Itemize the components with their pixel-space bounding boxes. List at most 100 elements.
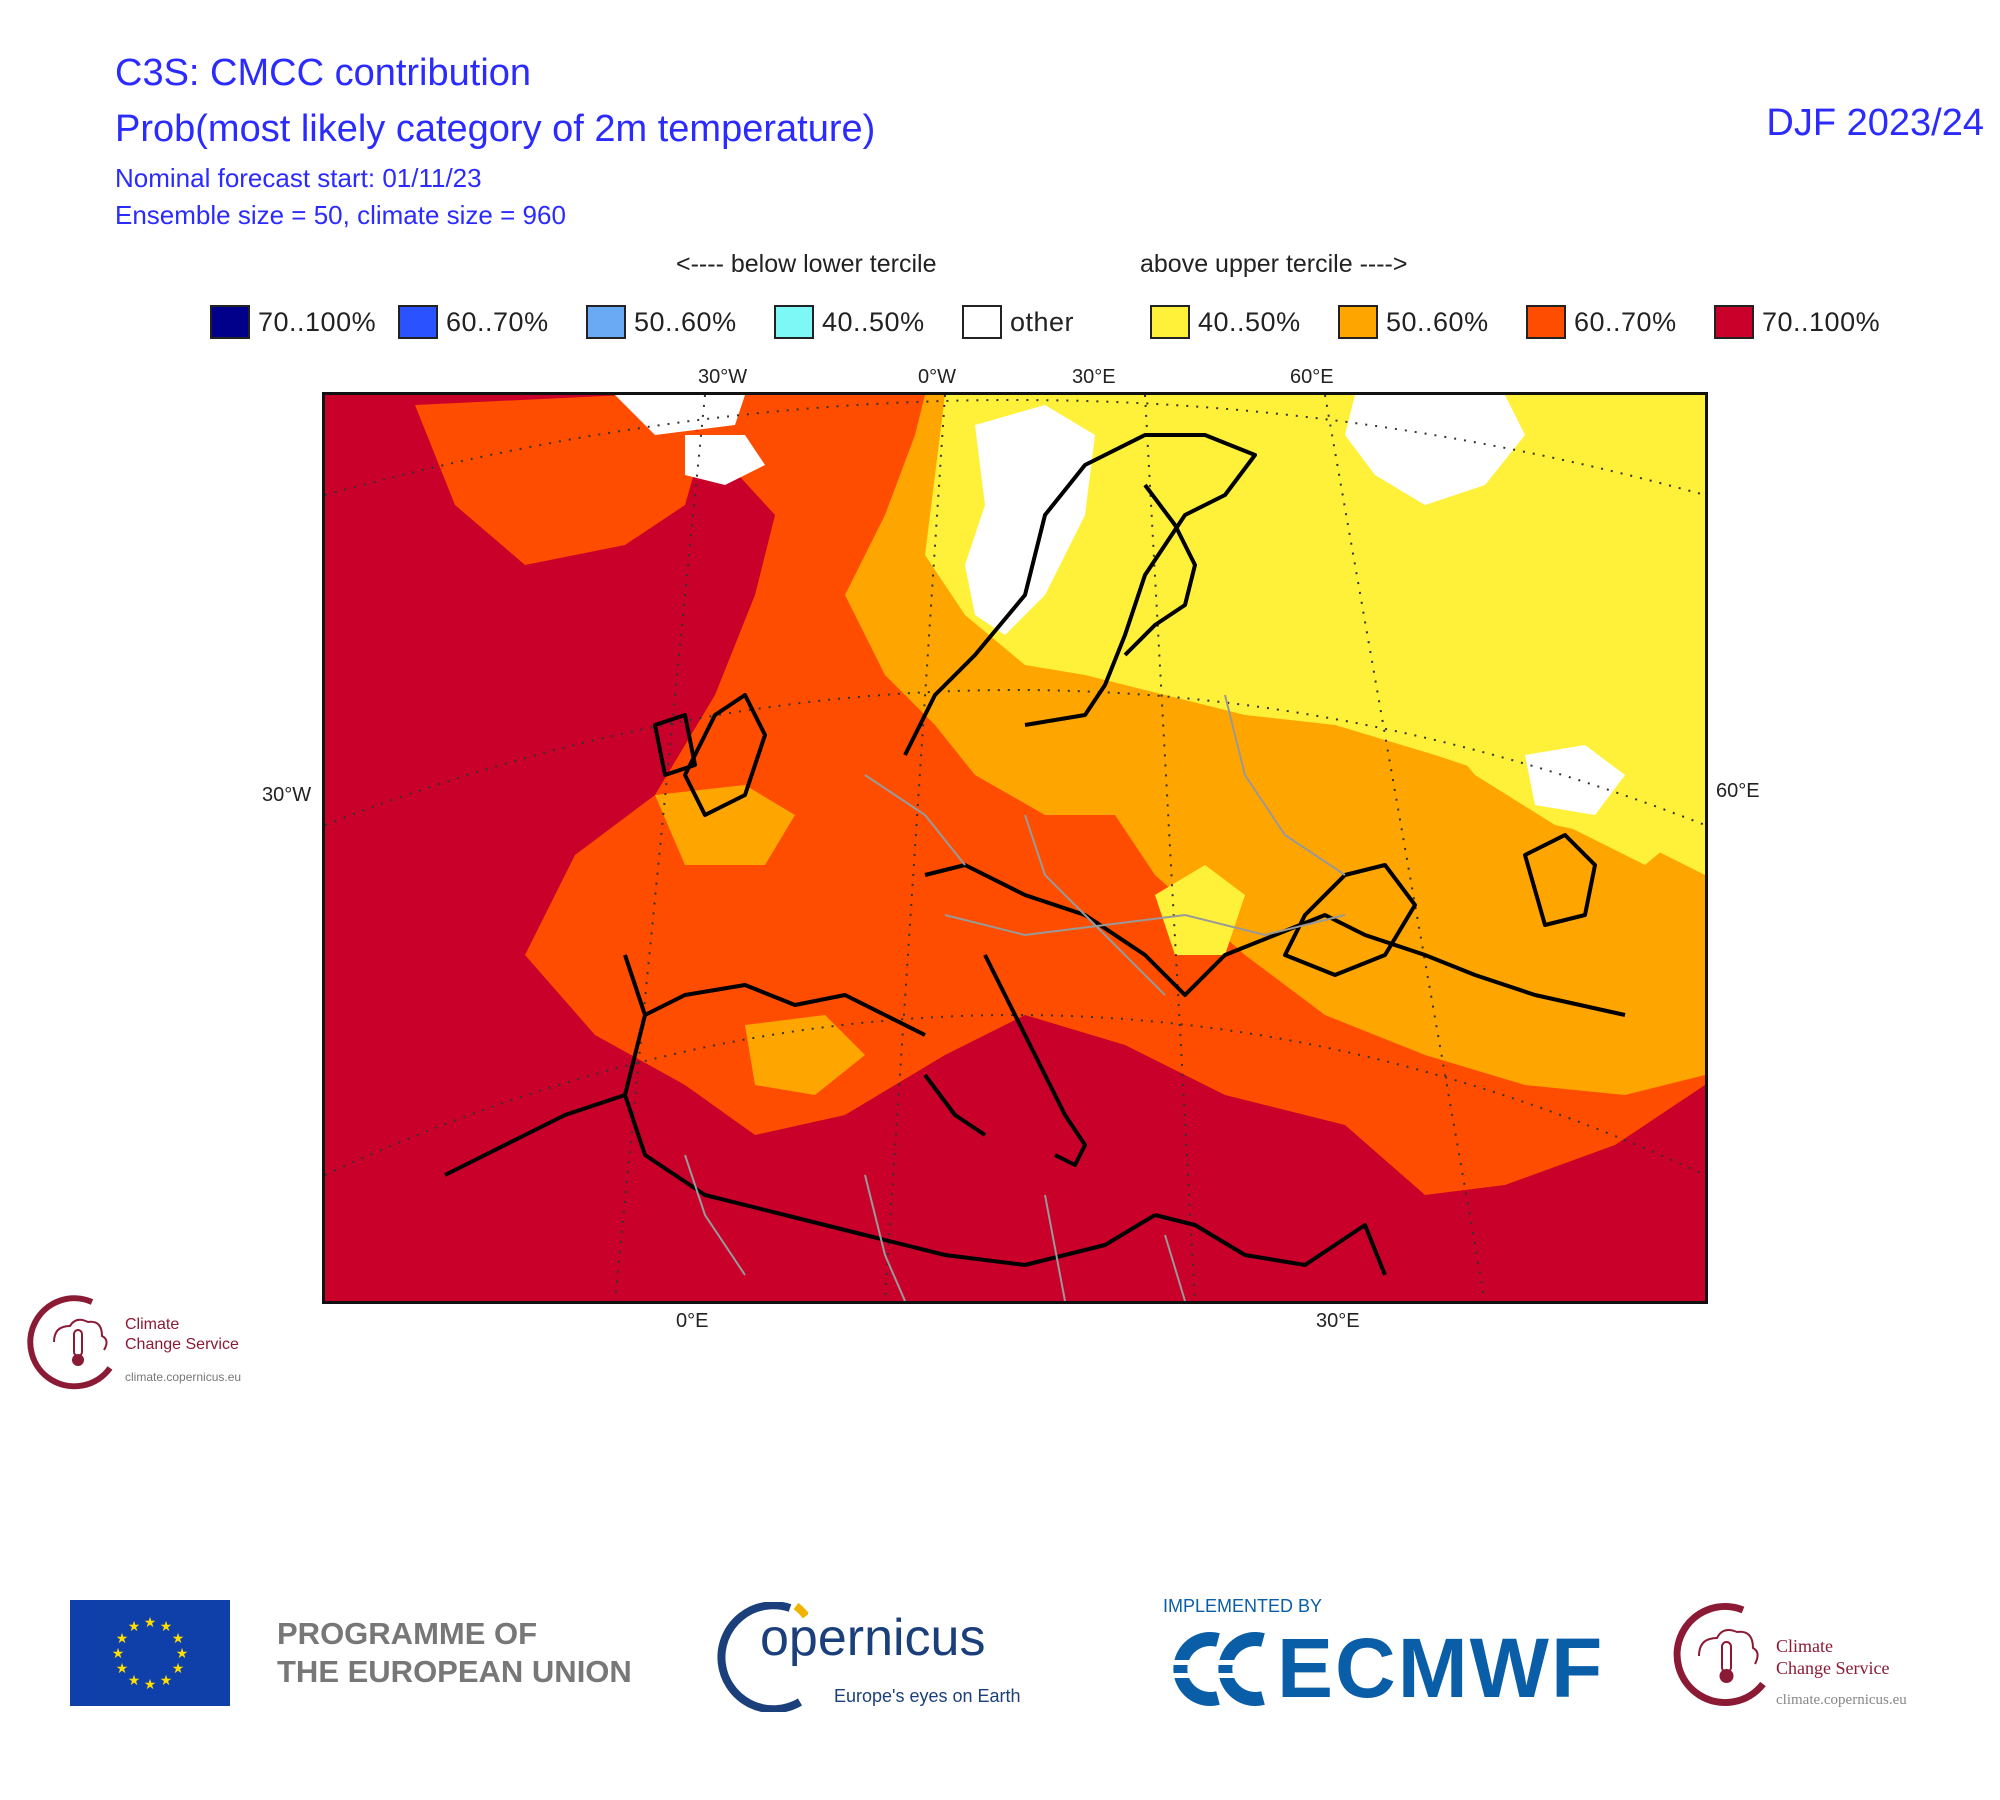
svg-text:★: ★ bbox=[112, 1645, 125, 1661]
coastline bbox=[623, 954, 1157, 1267]
copernicus-tagline: Europe's eyes on Earth bbox=[834, 1686, 1021, 1706]
axis-label-top: 30°W bbox=[698, 366, 748, 388]
border-line bbox=[1224, 694, 1346, 876]
coastline bbox=[644, 983, 926, 1037]
legend-label: 60..70% bbox=[446, 307, 549, 337]
probability-map bbox=[322, 392, 1708, 1304]
chart-title: C3S: CMCC contribution bbox=[115, 52, 532, 94]
region-yellow bbox=[1155, 865, 1245, 955]
copernicus-wordmark: opernicus bbox=[760, 1609, 986, 1667]
region-white bbox=[1345, 395, 1525, 505]
region-orange bbox=[655, 785, 795, 865]
legend-swatch bbox=[962, 305, 1002, 339]
legend-swatch bbox=[1714, 305, 1754, 339]
chart-subtitle: Prob(most likely category of 2m temperat… bbox=[115, 108, 876, 150]
above-tercile-label: above upper tercile ----> bbox=[1140, 250, 1408, 278]
graticule-line bbox=[1144, 395, 1196, 1301]
region-white bbox=[615, 395, 745, 435]
below-tercile-label: <---- below lower tercile bbox=[676, 250, 937, 278]
border-line bbox=[864, 774, 966, 866]
c3s-small-url: climate.copernicus.eu bbox=[125, 1370, 242, 1384]
axis-label-bottom: 0°E bbox=[676, 1310, 709, 1332]
legend-swatch bbox=[210, 305, 250, 339]
region-red-orange bbox=[415, 395, 705, 565]
coastline bbox=[983, 954, 1087, 1167]
c3s-logo-small: Climate Change Service climate.copernicu… bbox=[22, 1290, 292, 1390]
border-line bbox=[864, 1174, 906, 1301]
legend-label: 70..100% bbox=[258, 307, 377, 337]
legend-label: 50..60% bbox=[1386, 307, 1489, 337]
season-label: DJF 2023/24 bbox=[1766, 102, 1984, 144]
c3s-small-line1: Climate bbox=[125, 1316, 180, 1333]
svg-text:★: ★ bbox=[116, 1630, 129, 1646]
c3s-large-url: climate.copernicus.eu bbox=[1776, 1692, 1907, 1708]
coastline bbox=[1123, 483, 1197, 657]
axis-label-top: 60°E bbox=[1290, 366, 1334, 388]
legend-swatch bbox=[398, 305, 438, 339]
region-white bbox=[685, 435, 765, 485]
svg-text:★: ★ bbox=[172, 1630, 185, 1646]
svg-text:★: ★ bbox=[176, 1645, 189, 1661]
legend-label: 40..50% bbox=[822, 307, 925, 337]
border-line bbox=[1044, 1194, 1066, 1301]
coastline bbox=[1283, 863, 1417, 977]
border-line bbox=[944, 913, 1346, 937]
legend-swatch bbox=[1526, 305, 1566, 339]
thermometer-cloud-icon bbox=[27, 1295, 113, 1390]
axis-label-left: 30°W bbox=[262, 784, 312, 806]
legend-swatch bbox=[1338, 305, 1378, 339]
axis-label-bottom: 30°E bbox=[1316, 1310, 1360, 1332]
axis-label-top: 30°E bbox=[1072, 366, 1116, 388]
region-white bbox=[1525, 745, 1625, 815]
graticule-line bbox=[614, 395, 706, 1301]
coastline bbox=[1523, 833, 1597, 927]
svg-text:★: ★ bbox=[128, 1618, 141, 1634]
border-line bbox=[1164, 1234, 1186, 1301]
border-line bbox=[1024, 814, 1166, 996]
coastline bbox=[924, 863, 1626, 1017]
graticule-line bbox=[884, 395, 946, 1301]
c3s-large-line1: Climate bbox=[1776, 1636, 1833, 1656]
legend-swatch bbox=[586, 305, 626, 339]
c3s-large-line2: Change Service bbox=[1776, 1658, 1890, 1678]
svg-text:★: ★ bbox=[144, 1676, 157, 1692]
ensemble-info: Ensemble size = 50, climate size = 960 bbox=[115, 200, 566, 230]
footer-logos: ★ ★ ★ ★ ★ ★ ★ ★ ★ ★ ★ ★ PROGRAMME OF THE… bbox=[0, 1580, 2000, 1720]
border-line bbox=[684, 1154, 746, 1276]
region-orange bbox=[745, 1015, 865, 1095]
c3s-small-line2: Change Service bbox=[125, 1336, 239, 1353]
eu-programme-line2: THE EUROPEAN UNION bbox=[277, 1654, 632, 1689]
coastline bbox=[923, 1073, 987, 1137]
eu-programme-line1: PROGRAMME OF bbox=[277, 1616, 538, 1651]
svg-text:★: ★ bbox=[144, 1614, 157, 1630]
legend-label: 60..70% bbox=[1574, 307, 1677, 337]
graticule-line bbox=[325, 399, 1705, 496]
svg-text:★: ★ bbox=[172, 1660, 185, 1676]
coastline bbox=[683, 693, 767, 817]
legend-swatch bbox=[774, 305, 814, 339]
svg-text:★: ★ bbox=[128, 1672, 141, 1688]
axis-label-top: 0°W bbox=[918, 366, 956, 388]
coastline bbox=[444, 1093, 626, 1177]
graticule-line bbox=[325, 1014, 1705, 1176]
legend-swatch bbox=[1150, 305, 1190, 339]
svg-text:★: ★ bbox=[116, 1660, 129, 1676]
legend-label: 40..50% bbox=[1198, 307, 1301, 337]
graticule-line bbox=[1324, 395, 1486, 1301]
copernicus-arc-icon bbox=[717, 1602, 808, 1712]
svg-text:★: ★ bbox=[160, 1618, 173, 1634]
c3s-thermometer-icon bbox=[1673, 1603, 1766, 1706]
forecast-start: Nominal forecast start: 01/11/23 bbox=[115, 163, 482, 193]
ecmwf-emblem-icon bbox=[1163, 1632, 1273, 1706]
svg-text:★: ★ bbox=[160, 1672, 173, 1688]
coastline bbox=[903, 433, 1257, 756]
region-white bbox=[965, 405, 1095, 635]
axis-label-right: 60°E bbox=[1716, 780, 1760, 802]
ecmwf-wordmark: ECMWF bbox=[1277, 1621, 1605, 1715]
legend-label: 50..60% bbox=[634, 307, 737, 337]
legend-label: 70..100% bbox=[1762, 307, 1881, 337]
legend-label: other bbox=[1010, 307, 1075, 337]
implemented-by-label: IMPLEMENTED BY bbox=[1163, 1596, 1323, 1616]
coastline bbox=[653, 713, 697, 777]
eu-flag-icon: ★ ★ ★ ★ ★ ★ ★ ★ ★ ★ ★ ★ bbox=[70, 1600, 230, 1706]
